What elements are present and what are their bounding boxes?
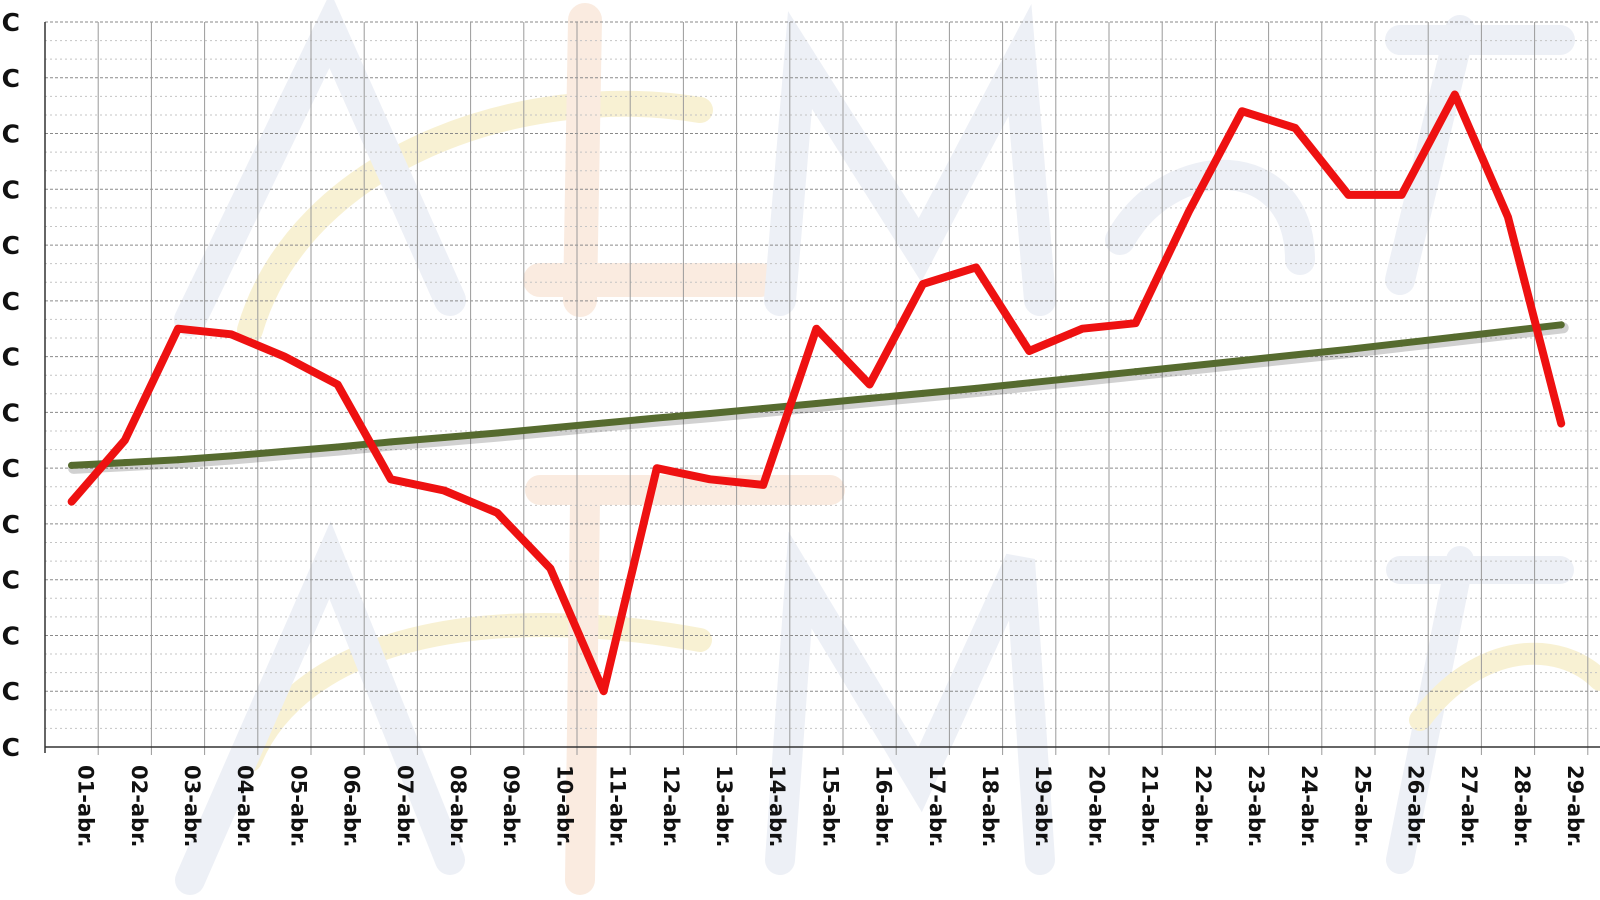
data-point (919, 389, 927, 397)
x-tick-label: 05-abr. (286, 765, 310, 847)
data-point (1344, 345, 1352, 353)
y-tick-label: C (2, 398, 20, 427)
x-tick-label: 23-abr. (1244, 765, 1268, 847)
data-point (387, 438, 395, 446)
series-line-green (68, 321, 1565, 469)
x-tick-label: 21-abr. (1138, 765, 1162, 847)
x-tick-label: 22-abr. (1191, 765, 1215, 847)
y-tick-label: C (2, 120, 20, 149)
x-tick-label: 17-abr. (925, 765, 949, 847)
data-point (866, 394, 874, 402)
y-tick-label: C (2, 8, 20, 37)
data-point (706, 410, 714, 417)
data-point (121, 459, 129, 467)
y-tick-label: C (2, 231, 20, 260)
data-point (972, 384, 980, 392)
x-tick-label: 15-abr. (818, 765, 842, 847)
x-tick-label: 07-abr. (393, 765, 417, 847)
data-point (1025, 379, 1033, 387)
x-tick-label: 12-abr. (659, 765, 683, 847)
data-point (1132, 368, 1140, 376)
data-point (546, 424, 554, 432)
x-tick-label: 04-abr. (233, 765, 257, 847)
series-line-red (67, 90, 1566, 696)
y-tick-label: C (2, 343, 20, 372)
x-tick-label: 19-abr. (1031, 765, 1055, 847)
x-tick-label: 03-abr. (180, 765, 204, 847)
x-tick-label: 25-abr. (1350, 765, 1374, 847)
data-point (440, 433, 448, 441)
data-point (1504, 327, 1512, 335)
x-tick-label: 28-abr. (1510, 765, 1534, 847)
data-point (174, 456, 182, 464)
y-tick-label: C (2, 677, 20, 706)
data-point (1451, 333, 1459, 341)
x-tick-label: 18-abr. (978, 765, 1002, 847)
y-tick-label: C (2, 64, 20, 93)
x-tick-label: 26-abr. (1404, 765, 1428, 847)
x-tick-label: 10-abr. (552, 765, 576, 847)
y-tick-label: C (2, 510, 20, 539)
data-point (653, 414, 661, 422)
data-point (280, 447, 288, 455)
x-tick-label: 01-abr. (74, 765, 98, 847)
y-tick-label: C (2, 454, 20, 483)
y-tick-label: C (2, 621, 20, 650)
x-tick-label: 14-abr. (765, 765, 789, 847)
x-tick-label: 29-abr. (1563, 765, 1587, 847)
data-point (493, 429, 501, 437)
data-point (759, 404, 767, 412)
data-point (1291, 351, 1299, 359)
x-tick-label: 02-abr. (127, 765, 151, 847)
x-tick-label: 09-abr. (499, 765, 523, 847)
data-point (1238, 357, 1246, 365)
y-tick-label: C (2, 175, 20, 204)
x-tick-label: 27-abr. (1457, 765, 1481, 847)
data-point (1398, 339, 1406, 347)
data-point (600, 419, 608, 427)
data-point (1078, 373, 1086, 381)
x-tick-label: 24-abr. (1297, 765, 1321, 847)
x-tick-label: 16-abr. (872, 765, 896, 847)
data-point (227, 452, 235, 460)
x-tick-label: 06-abr. (340, 765, 364, 847)
y-tick-label: C (2, 733, 20, 762)
y-tick-label: C (2, 566, 20, 595)
y-tick-label: C (2, 287, 20, 316)
x-tick-label: 13-abr. (712, 765, 736, 847)
data-point (1185, 362, 1193, 370)
x-tick-label: 20-abr. (1084, 765, 1108, 847)
data-point (68, 461, 76, 469)
data-point (334, 443, 342, 451)
data-point (1557, 321, 1565, 329)
x-tick-label: 08-abr. (446, 765, 470, 847)
data-point (812, 399, 820, 407)
x-tick-label: 11-abr. (606, 765, 630, 847)
